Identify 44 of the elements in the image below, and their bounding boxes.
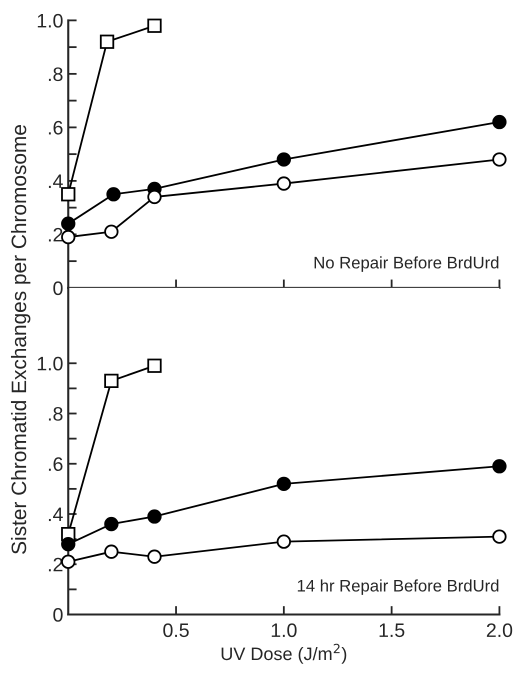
x-tick-label: 1.5	[380, 624, 404, 638]
y-tick-label: 0	[53, 608, 63, 622]
point	[492, 459, 507, 474]
point	[147, 550, 162, 564]
point	[104, 516, 119, 532]
y-tick-label: 1.0	[38, 356, 63, 370]
y-tick-label: .8	[48, 406, 63, 421]
point	[492, 529, 507, 544]
y-tick-label: .6	[48, 120, 63, 135]
point	[492, 152, 507, 167]
y-tick-label: .4	[48, 508, 63, 522]
x-tick-label: 0.5	[163, 623, 189, 638]
point	[61, 230, 76, 244]
point	[104, 374, 119, 388]
point	[61, 536, 76, 552]
y-axis-title: Sister Chromatid Exchanges per Chromosome	[10, 125, 30, 554]
annotation: 14 hr Repair Before BrdUrd	[298, 579, 498, 595]
point	[492, 114, 507, 130]
point	[276, 152, 291, 167]
point	[61, 187, 76, 202]
point	[276, 534, 291, 549]
y-tick-label: .4	[48, 174, 63, 188]
point	[276, 176, 291, 191]
point	[147, 18, 162, 33]
y-tick-label: 1.0	[38, 14, 63, 28]
annotation: No Repair Before BrdUrd	[314, 256, 498, 272]
point	[61, 554, 76, 569]
point	[147, 509, 162, 524]
x-tick-label: 1.0	[272, 623, 297, 638]
point	[104, 224, 119, 239]
y-tick-label: .8	[48, 67, 63, 82]
point	[147, 358, 162, 373]
x-axis-title: UV Dose (J/m$^{2}$)	[222, 644, 346, 664]
x-tick-label: 2.0	[486, 623, 512, 638]
point	[276, 476, 291, 492]
point	[106, 187, 121, 202]
y-tick-label: 0	[53, 281, 63, 296]
y-tick-label: .2	[48, 558, 62, 572]
point	[100, 34, 114, 49]
point	[147, 190, 162, 204]
point	[104, 544, 119, 559]
y-tick-label: .6	[48, 457, 63, 471]
y-tick-label: .2	[48, 228, 62, 242]
point	[61, 216, 76, 231]
